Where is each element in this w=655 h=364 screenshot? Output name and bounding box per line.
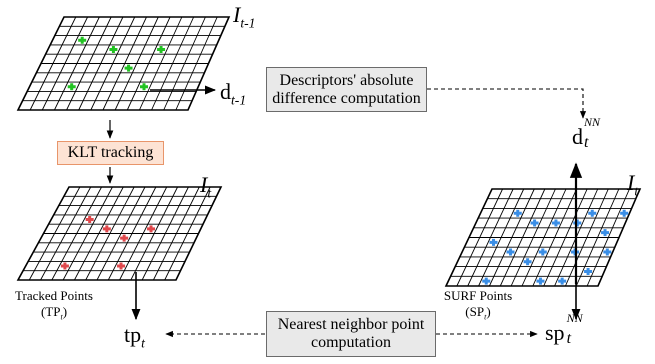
feature-point-marker (124, 64, 133, 72)
klt-tracking-box: KLT tracking (57, 141, 164, 165)
grid-prev-frame (16, 16, 231, 111)
feature-point-marker (120, 234, 129, 242)
feature-point-marker (588, 209, 597, 217)
feature-point-marker (538, 248, 547, 256)
arrow-descriptors-to-dnn (427, 88, 587, 119)
feature-point-marker (601, 229, 610, 237)
caption-tracked-points: Tracked Points (TPt) (15, 288, 93, 322)
feature-point-marker (513, 209, 522, 217)
symbol-d-prev: dt-1 (220, 79, 247, 108)
grid-curr-frame (16, 186, 223, 281)
feature-point-marker (102, 225, 111, 233)
feature-point-marker (117, 262, 126, 270)
feature-point-marker (147, 225, 156, 233)
caption-surf-points: SURF Points (SPt) (443, 288, 513, 322)
nearest-neighbor-box: Nearest neighbor point computation (266, 311, 436, 357)
feature-point-marker (78, 36, 87, 44)
feature-point-marker (523, 258, 532, 266)
feature-point-marker (573, 219, 582, 227)
feature-point-marker (506, 248, 515, 256)
nearest-line2: computation (311, 334, 391, 351)
grid-surf-frame (444, 188, 642, 287)
feature-point-marker (85, 216, 94, 224)
feature-point-marker (489, 238, 498, 246)
feature-point-marker (482, 277, 491, 285)
feature-point-marker (530, 219, 539, 227)
symbol-tp: tpt (124, 322, 145, 351)
feature-point-marker (584, 267, 593, 275)
feature-point-marker (109, 46, 118, 54)
feature-point-marker (60, 262, 69, 270)
feature-point-marker (67, 83, 76, 91)
feature-point-marker (558, 277, 567, 285)
descriptors-box: Descriptors' absolute difference computat… (266, 67, 427, 112)
feature-point-marker (140, 83, 149, 91)
descriptors-line1: Descriptors' absolute (279, 71, 414, 89)
nearest-line1: Nearest neighbor point (277, 316, 425, 333)
feature-point-marker (603, 248, 612, 256)
feature-point-marker (551, 219, 560, 227)
feature-point-marker (536, 277, 545, 285)
symbol-d-nn: d NN t (572, 115, 601, 151)
feature-point-marker (157, 46, 166, 54)
frame-label-prev: It-1 (233, 2, 256, 31)
frame-label-surf: It (627, 170, 639, 199)
feature-point-marker (620, 209, 629, 217)
frame-label-curr: It (200, 172, 212, 201)
descriptors-line2: difference computation (272, 89, 421, 107)
symbol-sp-nn: sp NN t (545, 311, 583, 347)
